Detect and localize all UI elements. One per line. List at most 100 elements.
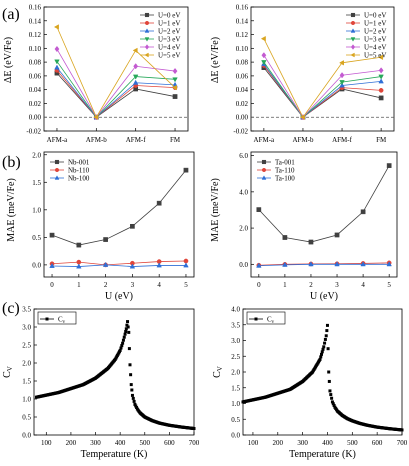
data-point <box>339 80 345 86</box>
data-point <box>325 329 329 333</box>
data-point <box>133 402 137 406</box>
y-tick-label: 2.5 <box>22 342 31 350</box>
data-point <box>323 341 327 345</box>
y-tick-label: -0.02 <box>26 128 41 136</box>
x-tick-label: 200 <box>273 439 284 447</box>
data-point <box>172 94 178 99</box>
series-line <box>56 26 176 119</box>
y-axis-label: MAE (meV/Fe) <box>210 178 221 242</box>
chart-6: 0.0 0.5 1.0 1.5 2.0 2.5 3.0 3.5 4.0 100 200 300 400 5… <box>212 306 408 461</box>
data-point <box>260 35 266 42</box>
y-tick-label: 0.00 <box>29 114 42 122</box>
data-point <box>76 242 82 248</box>
x-tick-label: 4 <box>361 281 365 289</box>
data-point <box>130 388 134 392</box>
data-point <box>318 357 322 361</box>
data-point <box>378 95 384 101</box>
plot-frame <box>250 151 398 278</box>
data-point <box>326 347 330 351</box>
data-point <box>132 399 136 403</box>
data-point <box>378 78 384 84</box>
series-line <box>56 70 176 118</box>
legend-marker <box>350 44 356 50</box>
legend-label: Nb-110 <box>68 167 90 175</box>
y-tick-label: 1.5 <box>231 384 240 392</box>
series-line <box>263 61 382 118</box>
y-tick-label: 0.14 <box>29 17 42 25</box>
legend-marker <box>261 175 267 180</box>
y-tick-label: 1.0 <box>22 396 31 404</box>
x-tick-label: 5 <box>387 281 391 289</box>
data-point <box>134 404 138 408</box>
data-point <box>330 400 334 404</box>
legend-marker <box>350 20 356 26</box>
data-point <box>322 345 326 349</box>
plot-frame <box>43 6 189 132</box>
y-tick-label: 0.04 <box>29 86 42 94</box>
legend-marker <box>144 28 150 33</box>
x-tick-label: FM <box>376 136 387 144</box>
y-tick-label: 0.12 <box>29 31 42 39</box>
y-axis-label: MAE (meV/Fe) <box>6 178 17 242</box>
x-tick-label: AFM-f <box>126 136 147 144</box>
data-point <box>126 320 130 324</box>
y-tick-label: 0.02 <box>236 100 249 108</box>
x-axis-label: U (eV) <box>105 291 133 302</box>
x-tick-label: AFM-b <box>86 136 108 144</box>
legend-marker <box>144 37 150 42</box>
data-point <box>256 207 262 212</box>
series-1 <box>241 323 404 432</box>
data-point <box>124 327 128 331</box>
y-tick-label: 3.0 <box>231 337 240 345</box>
data-point <box>129 263 136 269</box>
data-point <box>386 163 392 168</box>
data-point <box>319 355 323 359</box>
data-point <box>386 261 392 267</box>
data-point <box>131 396 135 400</box>
series-line <box>263 67 382 118</box>
legend-box <box>246 311 286 325</box>
series-line <box>263 55 382 118</box>
data-point <box>183 262 189 268</box>
y-tick-label: -0.02 <box>233 128 248 136</box>
x-tick-label: 700 <box>397 439 408 447</box>
legend-label: U=4 eV <box>158 44 180 52</box>
legend-marker <box>350 28 356 33</box>
data-point <box>282 235 288 240</box>
data-point <box>332 403 336 407</box>
series-line <box>263 65 382 118</box>
legend-label: Nb-100 <box>68 175 90 183</box>
x-tick-label: 0 <box>50 281 54 289</box>
data-point <box>129 383 133 387</box>
y-tick-label: 0.10 <box>236 45 249 53</box>
data-point <box>119 346 123 350</box>
data-point <box>299 114 305 120</box>
legend-marker <box>350 12 356 18</box>
legend-label: U=2 eV <box>158 28 180 36</box>
data-point <box>49 262 55 268</box>
data-point <box>321 347 325 351</box>
data-point <box>120 344 124 348</box>
y-tick-label: 0.0 <box>239 261 248 269</box>
legend-marker <box>54 167 60 173</box>
x-tick-label: 500 <box>347 439 358 447</box>
series-line <box>52 260 186 266</box>
legend-label: U=1 eV <box>158 20 180 28</box>
chart-5: 0.0 0.5 1.0 1.5 2.0 2.5 3.0 3.5 100 200 300 400 500 6… <box>2 306 200 461</box>
x-tick-label: 400 <box>115 439 126 447</box>
y-tick-label: 1.5 <box>32 179 41 187</box>
data-point <box>53 24 59 30</box>
data-point <box>49 232 55 238</box>
y-tick-label: 2.0 <box>239 225 248 233</box>
data-point <box>261 52 267 59</box>
y-tick-label: 2.0 <box>231 369 240 377</box>
x-axis-label: U (eV) <box>310 291 338 302</box>
legend-label: Ta-001 <box>275 159 295 167</box>
series-1 <box>34 320 196 431</box>
data-point <box>129 373 133 377</box>
legend-label-sub: v <box>63 320 66 325</box>
series-1 <box>261 65 384 120</box>
chart-2: -0.02 0.00 0.02 0.04 0.06 0.08 0.10 0.12 0.14 0.1… <box>210 4 395 144</box>
